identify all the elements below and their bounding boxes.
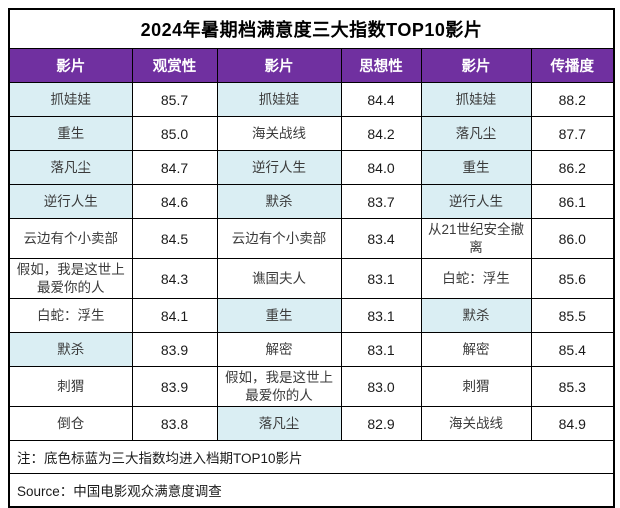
- satisfaction-table: 2024年暑期档满意度三大指数TOP10影片 影片 观赏性 影片 思想性 影片 …: [8, 8, 615, 508]
- score-cell: 87.7: [530, 116, 615, 151]
- score-cell: 84.6: [131, 184, 218, 219]
- film-cell: 落凡尘: [420, 116, 532, 151]
- note-row: 注：底色标蓝为三大指数均进入档期TOP10影片: [8, 440, 615, 475]
- score-cell: 86.2: [530, 150, 615, 185]
- film-cell: 逆行人生: [420, 184, 532, 219]
- column-header-film-thought: 影片: [216, 48, 342, 83]
- table-row: 倒仓 83.8 落凡尘 82.9 海关战线 84.9: [8, 406, 615, 442]
- score-cell: 82.9: [340, 406, 422, 442]
- film-cell: 海关战线: [216, 116, 342, 151]
- film-cell: 默杀: [420, 298, 532, 334]
- score-cell: 83.1: [340, 258, 422, 300]
- header-row: 影片 观赏性 影片 思想性 影片 传播度: [8, 48, 615, 83]
- column-header-film-appeal: 影片: [8, 48, 133, 83]
- film-cell: 云边有个小卖部: [216, 217, 342, 260]
- film-cell: 解密: [216, 332, 342, 368]
- score-cell: 85.4: [530, 332, 615, 368]
- score-cell: 85.6: [530, 258, 615, 300]
- score-cell: 83.1: [340, 298, 422, 334]
- satisfaction-table-container: 2024年暑期档满意度三大指数TOP10影片 影片 观赏性 影片 思想性 影片 …: [8, 8, 615, 508]
- source-row: Source：中国电影观众满意度调查: [8, 473, 615, 508]
- score-cell: 83.0: [340, 366, 422, 408]
- score-cell: 85.5: [530, 298, 615, 334]
- score-cell: 86.1: [530, 184, 615, 219]
- film-cell: 海关战线: [420, 406, 532, 442]
- score-cell: 83.4: [340, 217, 422, 260]
- table-row: 抓娃娃 85.7 抓娃娃 84.4 抓娃娃 88.2: [8, 82, 615, 117]
- film-cell: 重生: [8, 116, 133, 151]
- score-cell: 84.2: [340, 116, 422, 151]
- film-cell: 刺猬: [8, 366, 133, 408]
- score-cell: 84.9: [530, 406, 615, 442]
- film-cell: 白蛇：浮生: [8, 298, 133, 334]
- table-row: 白蛇：浮生 84.1 重生 83.1 默杀 85.5: [8, 298, 615, 334]
- column-header-film-spread: 影片: [420, 48, 532, 83]
- table-row: 落凡尘 84.7 逆行人生 84.0 重生 86.2: [8, 150, 615, 185]
- column-header-spread-index: 传播度: [530, 48, 615, 83]
- score-cell: 84.4: [340, 82, 422, 117]
- table-title: 2024年暑期档满意度三大指数TOP10影片: [8, 8, 615, 49]
- score-cell: 85.7: [131, 82, 218, 117]
- film-cell: 假如，我是这世上最爱你的人: [8, 258, 133, 300]
- score-cell: 86.0: [530, 217, 615, 260]
- column-header-thought-index: 思想性: [340, 48, 422, 83]
- column-header-appeal-index: 观赏性: [131, 48, 218, 83]
- score-cell: 85.0: [131, 116, 218, 151]
- table-row: 云边有个小卖部 84.5 云边有个小卖部 83.4 从21世纪安全撤离 86.0: [8, 217, 615, 260]
- score-cell: 84.7: [131, 150, 218, 185]
- film-cell: 抓娃娃: [8, 82, 133, 117]
- note-text: 注：底色标蓝为三大指数均进入档期TOP10影片: [8, 440, 615, 475]
- film-cell: 落凡尘: [216, 406, 342, 442]
- film-cell: 倒仓: [8, 406, 133, 442]
- source-text: Source：中国电影观众满意度调查: [8, 473, 615, 508]
- film-cell: 云边有个小卖部: [8, 217, 133, 260]
- film-cell: 抓娃娃: [216, 82, 342, 117]
- score-cell: 83.9: [131, 366, 218, 408]
- film-cell: 逆行人生: [8, 184, 133, 219]
- film-cell: 解密: [420, 332, 532, 368]
- film-cell: 逆行人生: [216, 150, 342, 185]
- film-cell: 默杀: [216, 184, 342, 219]
- title-row: 2024年暑期档满意度三大指数TOP10影片: [8, 8, 615, 49]
- film-cell: 抓娃娃: [420, 82, 532, 117]
- film-cell: 落凡尘: [8, 150, 133, 185]
- table-row: 默杀 83.9 解密 83.1 解密 85.4: [8, 332, 615, 368]
- score-cell: 83.1: [340, 332, 422, 368]
- table-row: 刺猬 83.9 假如，我是这世上最爱你的人 83.0 刺猬 85.3: [8, 366, 615, 408]
- score-cell: 83.7: [340, 184, 422, 219]
- table-row: 假如，我是这世上最爱你的人 84.3 谯国夫人 83.1 白蛇：浮生 85.6: [8, 258, 615, 300]
- score-cell: 84.3: [131, 258, 218, 300]
- score-cell: 88.2: [530, 82, 615, 117]
- film-cell: 重生: [420, 150, 532, 185]
- score-cell: 84.5: [131, 217, 218, 260]
- table-row: 重生 85.0 海关战线 84.2 落凡尘 87.7: [8, 116, 615, 151]
- film-cell: 谯国夫人: [216, 258, 342, 300]
- score-cell: 85.3: [530, 366, 615, 408]
- film-cell: 假如，我是这世上最爱你的人: [216, 366, 342, 408]
- film-cell: 白蛇：浮生: [420, 258, 532, 300]
- score-cell: 84.1: [131, 298, 218, 334]
- film-cell: 重生: [216, 298, 342, 334]
- film-cell: 刺猬: [420, 366, 532, 408]
- film-cell: 从21世纪安全撤离: [420, 217, 532, 260]
- score-cell: 84.0: [340, 150, 422, 185]
- score-cell: 83.8: [131, 406, 218, 442]
- film-cell: 默杀: [8, 332, 133, 368]
- table-row: 逆行人生 84.6 默杀 83.7 逆行人生 86.1: [8, 184, 615, 219]
- score-cell: 83.9: [131, 332, 218, 368]
